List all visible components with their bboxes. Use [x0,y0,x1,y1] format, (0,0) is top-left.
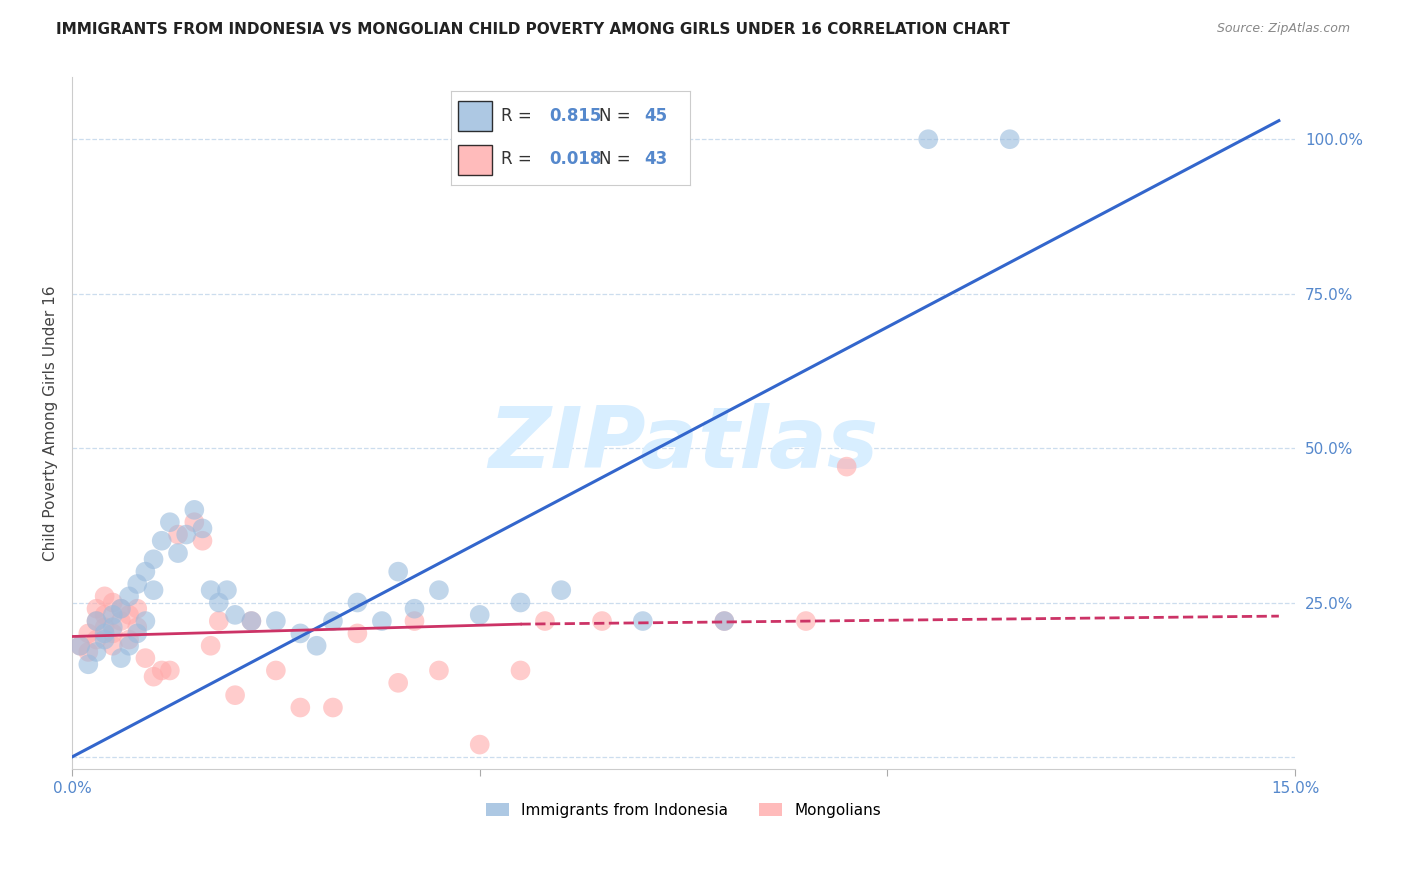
Point [101,626,124,640]
Point [127,577,149,591]
Point [240,614,263,628]
Point [509,664,531,678]
Point [264,614,287,628]
Point [174,527,197,541]
Point [150,664,173,678]
Point [134,565,156,579]
Point [427,583,450,598]
Point [118,639,141,653]
Point [101,595,124,609]
Legend: Immigrants from Indonesia, Mongolians: Immigrants from Indonesia, Mongolians [481,797,887,824]
Point [77,626,100,640]
Point [127,601,149,615]
Point [110,651,132,665]
Point [322,700,344,714]
Text: IMMIGRANTS FROM INDONESIA VS MONGOLIAN CHILD POVERTY AMONG GIRLS UNDER 16 CORREL: IMMIGRANTS FROM INDONESIA VS MONGOLIAN C… [56,22,1010,37]
Point [290,700,312,714]
Text: ZIPatlas: ZIPatlas [488,402,879,485]
Point [86,601,108,615]
Point [159,515,181,529]
Point [200,583,222,598]
Point [550,583,572,598]
Point [77,645,100,659]
Point [183,515,205,529]
Point [118,632,141,647]
Point [101,639,124,653]
Point [183,503,205,517]
Point [215,583,238,598]
Point [404,601,426,615]
Point [264,664,287,678]
Point [150,533,173,548]
Point [713,614,735,628]
Point [118,607,141,622]
Point [134,614,156,628]
Point [93,607,115,622]
Point [101,620,124,634]
Point [191,521,214,535]
Point [290,626,312,640]
Point [159,664,181,678]
Point [631,614,654,628]
Point [86,632,108,647]
Point [86,614,108,628]
Point [93,590,115,604]
Point [142,670,165,684]
Point [134,651,156,665]
Point [208,614,231,628]
Point [371,614,394,628]
Point [322,614,344,628]
Point [191,533,214,548]
Point [86,614,108,628]
Point [200,639,222,653]
Point [69,639,91,653]
Point [110,601,132,615]
Point [93,620,115,634]
Point [427,664,450,678]
Point [591,614,613,628]
Point [127,626,149,640]
Point [110,601,132,615]
Point [387,565,409,579]
Point [224,607,246,622]
Point [509,595,531,609]
Point [142,583,165,598]
Point [110,614,132,628]
Point [240,614,263,628]
Point [101,607,124,622]
Point [127,620,149,634]
Point [208,595,231,609]
Point [167,527,190,541]
Point [69,639,91,653]
Point [534,614,557,628]
Point [404,614,426,628]
Point [224,688,246,702]
Point [468,738,491,752]
Point [713,614,735,628]
Point [93,632,115,647]
Point [305,639,328,653]
Point [86,645,108,659]
Point [917,132,939,146]
Text: Source: ZipAtlas.com: Source: ZipAtlas.com [1216,22,1350,36]
Point [387,675,409,690]
Point [835,459,858,474]
Point [998,132,1021,146]
Point [118,590,141,604]
Point [77,657,100,672]
Point [346,595,368,609]
Point [794,614,817,628]
Point [93,626,115,640]
Point [142,552,165,566]
Y-axis label: Child Poverty Among Girls Under 16: Child Poverty Among Girls Under 16 [44,285,58,561]
Point [346,626,368,640]
Point [468,607,491,622]
Point [167,546,190,560]
